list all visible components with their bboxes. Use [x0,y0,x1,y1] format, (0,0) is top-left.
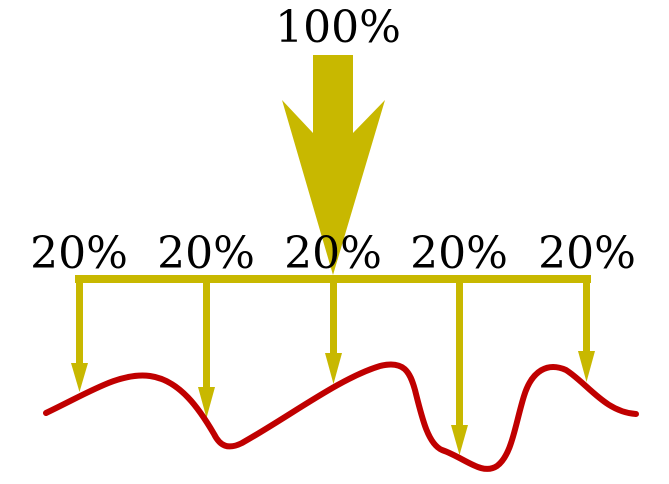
main-load-arrow [282,55,385,275]
branch-label-4: 20% [410,228,508,279]
branch-arrow-1 [71,279,88,392]
branch-label-2: 20% [157,228,255,279]
branch-label-1: 20% [30,228,128,279]
branch-label-3: 20% [284,228,382,279]
deformed-surface-curve [43,361,639,472]
branch-arrow-2 [198,279,215,418]
branch-label-5: 20% [538,228,636,279]
branch-arrow-3 [325,279,342,384]
branch-arrow-4 [451,279,468,455]
branch-arrow-5 [578,279,595,382]
top-percentage-label: 100% [275,2,401,53]
